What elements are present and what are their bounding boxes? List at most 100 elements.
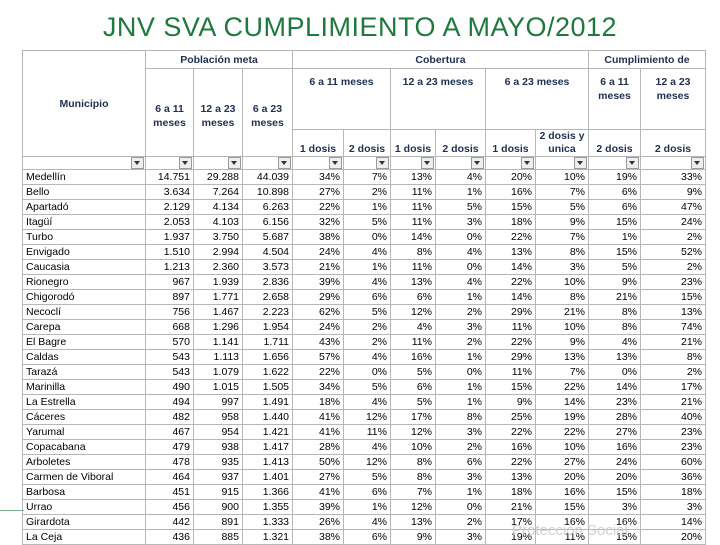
value-cell: 5.687 [242,229,293,245]
column-header: 6 a 23 meses [242,68,293,157]
filter-button[interactable] [179,157,192,169]
value-cell: 14% [639,514,707,530]
filter-cell [292,156,344,170]
municipio-cell: Bello [22,184,146,200]
group-header: Cobertura [292,50,589,69]
value-cell: 891 [193,514,243,530]
value-cell: 38% [292,229,344,245]
value-cell: 15% [588,244,641,260]
value-cell: 2% [435,514,486,530]
value-cell: 3.634 [145,184,194,200]
value-cell: 2.129 [145,199,194,215]
value-cell: 479 [145,439,194,455]
value-cell: 451 [145,484,194,500]
filter-button[interactable] [471,157,484,169]
value-cell: 2% [435,334,486,350]
value-cell: 8% [390,469,436,485]
value-cell: 62% [292,304,344,320]
filter-button[interactable] [376,157,389,169]
value-cell: 9% [588,274,641,290]
filter-button[interactable] [278,157,291,169]
value-cell: 3% [435,529,486,545]
municipio-cell: Carepa [22,319,146,335]
value-cell: 0% [435,229,486,245]
value-cell: 14% [588,379,641,395]
value-cell: 4% [343,349,391,365]
value-cell: 20% [535,469,589,485]
value-cell: 1.467 [193,304,243,320]
value-cell: 1.401 [242,469,293,485]
value-cell: 7.264 [193,184,243,200]
value-cell: 15% [588,484,641,500]
value-cell: 935 [193,454,243,470]
header-row: Municipio Población meta Cobertura Cumplimi… [22,50,707,157]
value-cell: 24% [292,319,344,335]
value-cell: 15% [639,289,707,305]
table-header: Municipio Población meta Cobertura Cumplimi… [22,50,707,170]
value-cell: 5% [343,469,391,485]
value-cell: 18% [292,394,344,410]
table-row: Apartadó 2.129 4.134 6.263 22% 1% 11% 5% 15% 5% 6%… [22,199,707,215]
value-cell: 4% [343,514,391,530]
municipio-cell: Rionegro [22,274,146,290]
filter-button[interactable] [574,157,587,169]
value-cell: 4% [343,244,391,260]
table-row: Caldas 543 1.113 1.656 57% 4% 16% 1% 29% 13% 13% 8% [22,349,707,365]
subgroup-header: 6 a 23 meses [485,68,589,130]
value-cell: 4% [343,274,391,290]
value-cell: 4% [390,319,436,335]
value-cell: 11% [343,424,391,440]
value-cell: 5% [535,199,589,215]
value-cell: 1.954 [242,319,293,335]
value-cell: 1.141 [193,334,243,350]
value-cell: 2.994 [193,244,243,260]
value-cell: 5% [343,379,391,395]
value-cell: 29% [485,349,536,365]
value-cell: 11% [390,334,436,350]
value-cell: 22% [485,334,536,350]
value-cell: 34% [292,379,344,395]
value-cell: 11% [390,214,436,230]
value-cell: 997 [193,394,243,410]
value-cell: 5% [390,394,436,410]
filter-button[interactable] [228,157,241,169]
value-cell: 52% [639,244,707,260]
table-row: Carepa 668 1.296 1.954 24% 2% 4% 3% 11% 10% 8% 74% [22,319,707,335]
value-cell: 6% [343,529,391,545]
table-row: Necoclí 756 1.467 2.223 62% 5% 12% 2% 29% 21% 8% 13… [22,304,707,320]
filter-button[interactable] [521,157,534,169]
value-cell: 456 [145,499,194,515]
value-cell: 27% [292,469,344,485]
value-cell: 60% [639,454,707,470]
value-cell: 2.223 [242,304,293,320]
filter-button[interactable] [329,157,342,169]
value-cell: 464 [145,469,194,485]
filter-button[interactable] [626,157,639,169]
value-cell: 2% [639,259,707,275]
table-row: Rionegro 967 1.939 2.836 39% 4% 13% 4% 22% 10% 9% 2… [22,274,707,290]
header-row: 6 a 11 meses 12 a 23 meses 6 a 23 meses 6 a… [23,68,707,157]
table-row: Arboletes 478 935 1.413 50% 12% 8% 6% 22% 27% 24% 6… [22,454,707,470]
value-cell: 8% [435,409,486,425]
value-cell: 13% [390,274,436,290]
value-cell: 3.750 [193,229,243,245]
value-cell: 24% [639,214,707,230]
value-cell: 494 [145,394,194,410]
value-cell: 8% [535,244,589,260]
value-cell: 6% [390,289,436,305]
value-cell: 44.039 [242,169,293,185]
table-row: El Bagre 570 1.141 1.711 43% 2% 11% 2% 22% 9% 4% 21… [22,334,707,350]
value-cell: 32% [292,214,344,230]
municipio-cell: Envigado [22,244,146,260]
value-cell: 1% [435,289,486,305]
value-cell: 13% [485,244,536,260]
filter-button[interactable] [421,157,434,169]
value-cell: 14% [485,259,536,275]
value-cell: 28% [292,439,344,455]
filter-button[interactable] [691,157,705,169]
value-cell: 9% [535,214,589,230]
subgroup-header: 12 a 23 meses [639,68,707,130]
value-cell: 3% [588,499,641,515]
value-cell: 41% [292,409,344,425]
filter-button[interactable] [131,157,144,169]
